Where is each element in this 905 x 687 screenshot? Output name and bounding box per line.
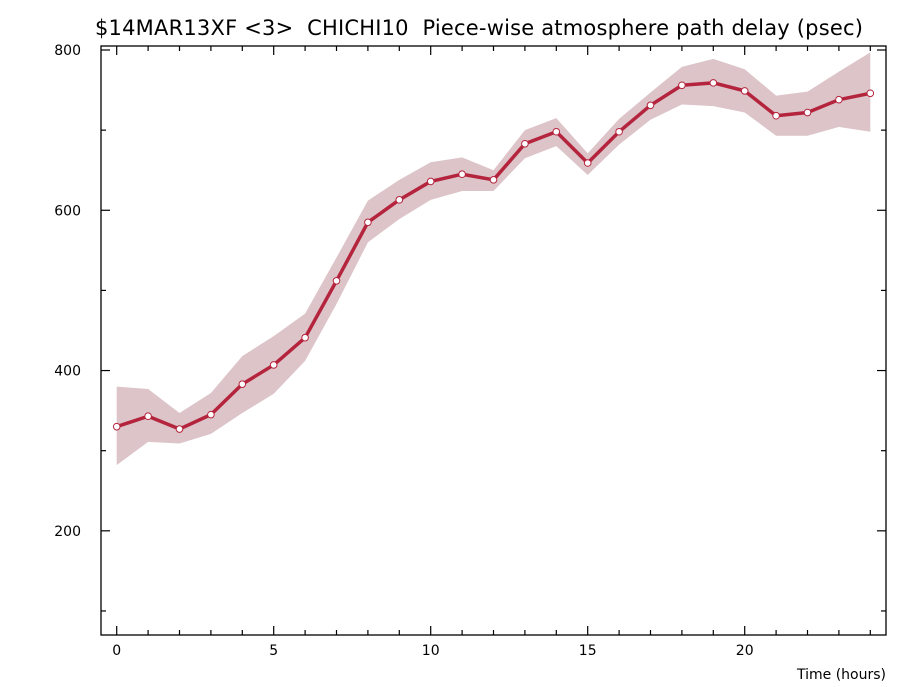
x-tick-label: 10 — [422, 643, 440, 659]
data-point — [709, 79, 718, 87]
data-point — [238, 380, 247, 388]
data-point — [332, 276, 341, 285]
tick-labels: 0 5 10 15 20 200 400 600 800 — [54, 43, 753, 659]
axis-ticks — [101, 46, 886, 635]
data-point — [175, 425, 184, 433]
data-point — [866, 89, 875, 98]
data-point — [489, 176, 498, 184]
y-tick-label: 400 — [54, 364, 81, 380]
x-tick-label: 5 — [269, 643, 278, 659]
data-point — [678, 81, 686, 90]
x-tick-label: 20 — [736, 643, 754, 659]
y-tick-label: 200 — [54, 524, 81, 540]
data-point — [646, 101, 655, 110]
y-tick-label: 600 — [54, 203, 81, 219]
data-point — [615, 127, 623, 136]
data-point — [458, 170, 466, 179]
data-point — [583, 159, 592, 167]
data-point — [112, 422, 121, 431]
data-point — [521, 139, 529, 148]
data-point — [207, 410, 215, 419]
x-tick-label: 15 — [579, 643, 597, 659]
data-point — [395, 196, 404, 204]
data-point — [552, 127, 561, 136]
x-axis-label: Time (hours) — [796, 667, 886, 683]
data-point — [144, 412, 152, 421]
data-point — [772, 111, 780, 120]
plot-frame — [100, 45, 887, 636]
data-point — [426, 177, 435, 186]
data-point-layer — [112, 79, 875, 433]
data-point — [803, 108, 812, 117]
uncertainty-band — [116, 52, 871, 466]
uncertainty-band-layer — [116, 52, 871, 466]
data-point — [364, 218, 372, 227]
y-tick-label: 800 — [54, 43, 81, 59]
data-point — [835, 95, 843, 104]
data-point — [301, 333, 309, 342]
data-point — [269, 361, 278, 369]
chart-title: $14MAR13XF <3> CHICHI10 Piece-wise atmos… — [95, 16, 864, 40]
x-tick-label: 0 — [112, 643, 121, 659]
data-point — [740, 87, 749, 95]
